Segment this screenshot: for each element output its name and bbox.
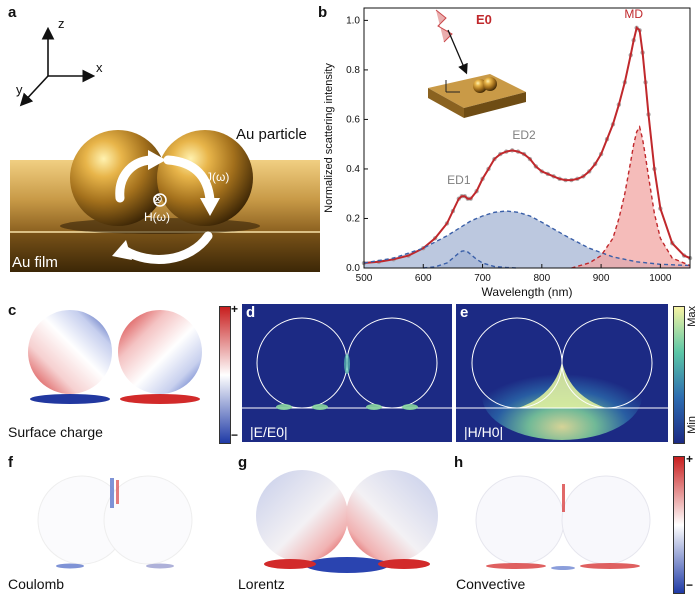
caption-h-field: |H/H0| xyxy=(464,424,504,440)
panel-a-figure xyxy=(10,26,320,272)
force-colorbar xyxy=(673,456,685,594)
y-tick-label: 0.8 xyxy=(346,65,360,76)
field-colorbar xyxy=(673,306,685,444)
axis-x-label: x xyxy=(96,60,103,75)
charge-colorbar xyxy=(219,306,231,444)
field-symbol: ⊗ xyxy=(152,191,163,206)
charge-colorbar-plus: + xyxy=(231,302,239,316)
au-sphere-left xyxy=(70,130,166,226)
surface-charge-map xyxy=(28,310,202,404)
annotation-ed1: ED1 xyxy=(447,173,471,187)
inset-e0-label: E0 xyxy=(476,12,492,27)
current-loop-arrows xyxy=(115,155,215,264)
y-tick-label: 0.2 xyxy=(346,213,360,224)
panel-label-a: a xyxy=(8,4,17,21)
y-axis-label: Normalized scattering intensity xyxy=(323,63,335,213)
e-field-map xyxy=(242,304,452,442)
caption-lorentz: Lorentz xyxy=(238,576,285,592)
mode-fill-MD xyxy=(571,126,690,269)
x-tick-label: 1000 xyxy=(649,273,672,284)
caption-surface-charge: Surface charge xyxy=(8,424,103,440)
x-tick-label: 700 xyxy=(474,273,491,284)
caption-coulomb: Coulomb xyxy=(8,576,65,592)
coulomb-map xyxy=(37,475,193,569)
field-colorbar-max: Max xyxy=(686,306,698,327)
mode-line-MD xyxy=(571,125,691,269)
plot-frame xyxy=(363,7,691,269)
axis-z-label: z xyxy=(58,16,65,31)
mode-line-ED1 xyxy=(423,249,519,269)
force-colorbar-minus: − xyxy=(686,578,694,592)
h-field-map xyxy=(456,304,668,442)
panel-label-b: b xyxy=(318,4,328,21)
convective-map xyxy=(475,475,651,570)
lorentz-map xyxy=(256,470,438,573)
panel-label-e: e xyxy=(460,304,469,321)
annotation-ed2: ED2 xyxy=(512,128,536,142)
x-tick-label: 500 xyxy=(356,273,373,284)
field-colorbar-min: Min xyxy=(686,416,698,434)
charge-colorbar-minus: − xyxy=(231,428,239,442)
x-tick-label: 800 xyxy=(533,273,550,284)
y-tick-label: 0.6 xyxy=(346,114,360,125)
panel-label-d: d xyxy=(246,304,256,321)
panel-label-g: g xyxy=(238,454,248,471)
fit-line xyxy=(363,25,691,264)
y-tick-label: 0.0 xyxy=(346,263,360,274)
force-colorbar-plus: + xyxy=(686,452,694,466)
x-tick-label: 900 xyxy=(593,273,610,284)
au-film-label: Au film xyxy=(12,254,58,271)
panel-label-h: h xyxy=(454,454,464,471)
x-axis-label: Wavelength (nm) xyxy=(482,285,573,299)
axes-triad xyxy=(19,26,96,107)
field-label: H(ω) xyxy=(144,210,171,224)
axis-y-label: y xyxy=(16,82,23,97)
y-tick-label: 1.0 xyxy=(346,15,360,26)
current-loop-arrowheads xyxy=(112,150,220,260)
caption-e-field: |E/E0| xyxy=(250,424,288,440)
scattering-chart: 500 600 700 800 900 1000 0.0 0.2 0.4 0.6 0.8 1.0 Wav… xyxy=(323,7,693,299)
current-label: J(ω) xyxy=(206,170,230,184)
inset-sample xyxy=(428,9,526,118)
mode-fill-ED2 xyxy=(364,211,690,268)
annotation-md: MD xyxy=(624,7,643,21)
panel-label-f: f xyxy=(8,454,13,471)
x-tick-label: 600 xyxy=(415,273,432,284)
caption-convective: Convective xyxy=(456,576,526,592)
panel-label-c: c xyxy=(8,302,17,319)
mode-line-ED2 xyxy=(363,210,691,267)
y-tick-label: 0.4 xyxy=(346,164,360,175)
au-particle-label: Au particle xyxy=(236,126,307,143)
